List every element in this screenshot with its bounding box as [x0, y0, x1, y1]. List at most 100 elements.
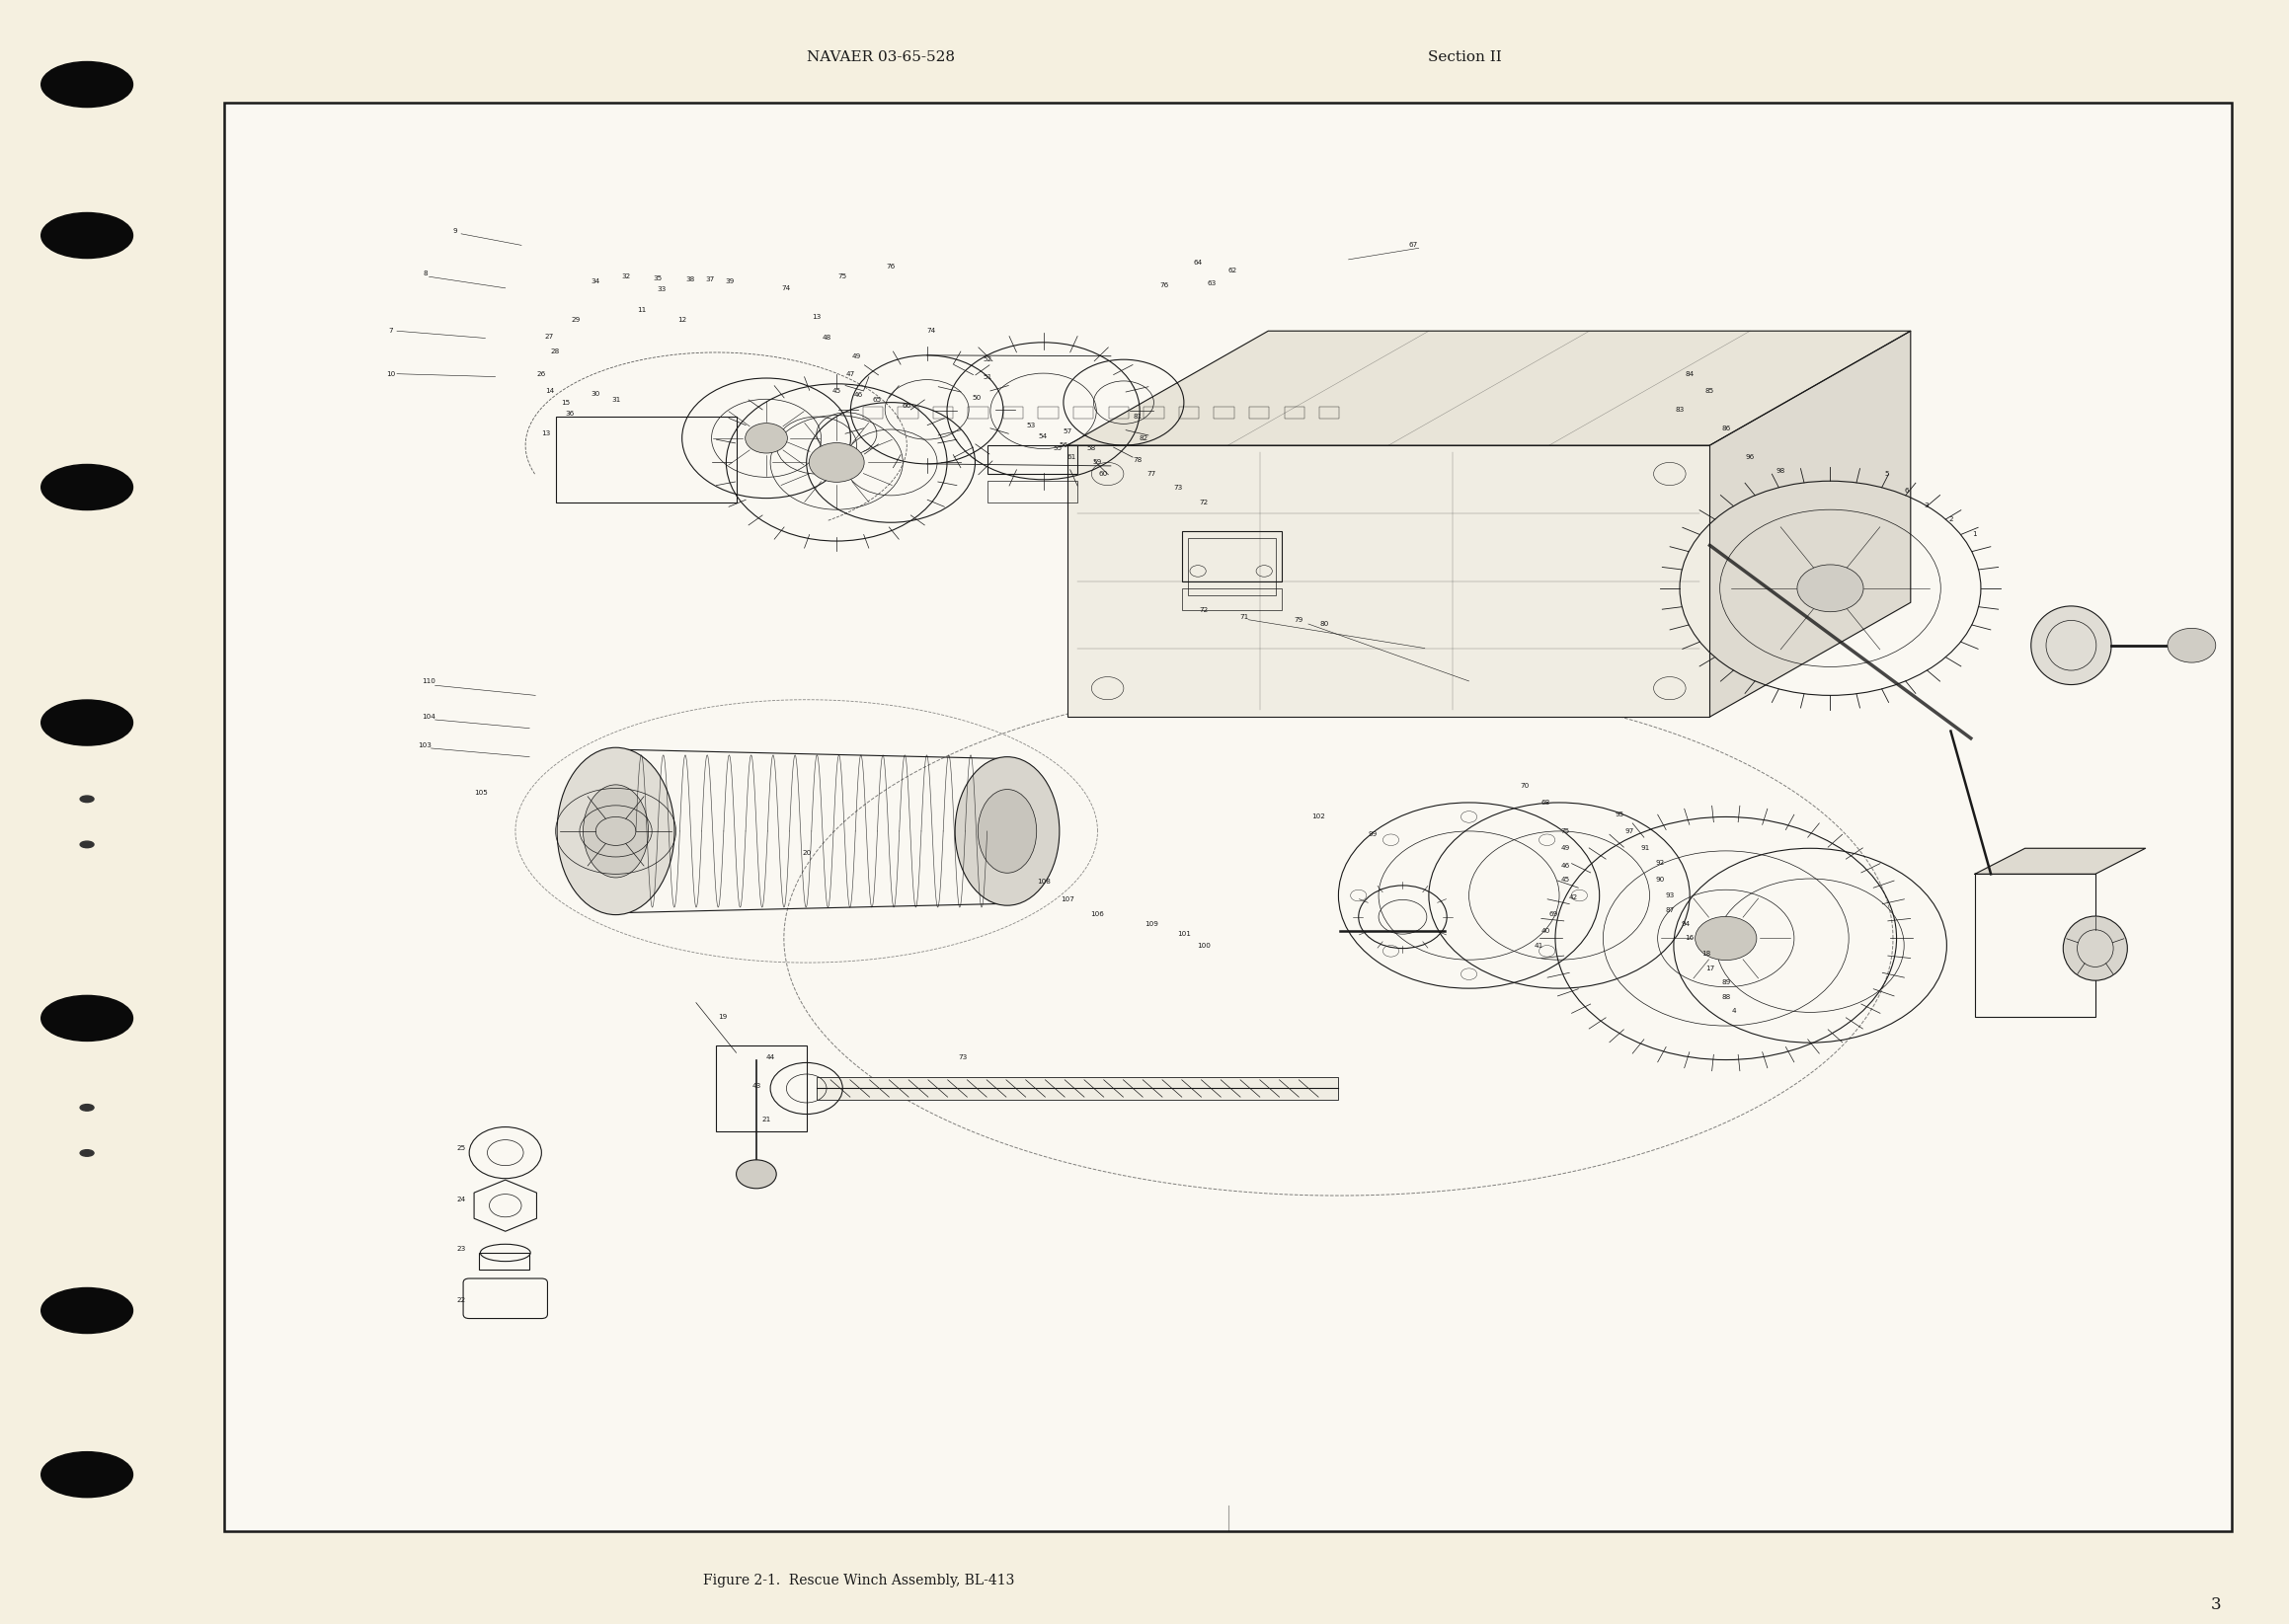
- Circle shape: [1797, 565, 1863, 612]
- Text: 76: 76: [1158, 283, 1167, 287]
- Bar: [1181, 531, 1282, 581]
- Text: 27: 27: [545, 333, 554, 339]
- Text: 7: 7: [389, 328, 394, 335]
- Text: 41: 41: [1534, 942, 1543, 948]
- Bar: [934, 406, 952, 417]
- Circle shape: [808, 443, 865, 482]
- Text: 62: 62: [1227, 268, 1236, 274]
- Text: 57: 57: [1062, 429, 1071, 434]
- Text: 94: 94: [1680, 921, 1689, 927]
- Bar: [224, 102, 2232, 1531]
- Text: 96: 96: [1747, 453, 1756, 460]
- Text: 23: 23: [456, 1246, 465, 1252]
- Text: 46: 46: [854, 393, 863, 398]
- Text: 109: 109: [1144, 921, 1158, 927]
- Text: 16: 16: [1685, 935, 1694, 942]
- Text: 77: 77: [1147, 471, 1156, 477]
- Bar: [1144, 406, 1163, 417]
- Ellipse shape: [41, 996, 133, 1041]
- Text: 20: 20: [801, 849, 810, 856]
- Bar: [1074, 406, 1094, 417]
- Text: 101: 101: [1177, 931, 1190, 937]
- Circle shape: [2168, 628, 2216, 663]
- Ellipse shape: [41, 1452, 133, 1497]
- Text: 28: 28: [552, 348, 561, 354]
- Bar: [1181, 588, 1282, 609]
- Text: 71: 71: [1241, 614, 1250, 620]
- Text: 102: 102: [1312, 814, 1325, 820]
- Text: 107: 107: [1060, 896, 1074, 903]
- Bar: [987, 445, 1078, 474]
- Polygon shape: [1067, 331, 1911, 445]
- Text: 75: 75: [1561, 828, 1570, 835]
- Text: 13: 13: [813, 313, 822, 320]
- Text: 14: 14: [545, 388, 554, 395]
- Bar: [1284, 406, 1305, 417]
- Text: 43: 43: [751, 1083, 760, 1088]
- Text: 50: 50: [973, 395, 982, 401]
- Ellipse shape: [584, 784, 648, 877]
- Text: 49: 49: [852, 354, 861, 359]
- Bar: [716, 1046, 806, 1132]
- Text: 91: 91: [1641, 846, 1650, 851]
- Text: 6: 6: [1904, 489, 1909, 494]
- Text: 67: 67: [1408, 242, 1417, 248]
- Text: 82: 82: [1140, 435, 1149, 442]
- Text: 35: 35: [652, 274, 662, 281]
- Bar: [1188, 538, 1277, 596]
- Text: 75: 75: [838, 274, 847, 279]
- Text: 21: 21: [762, 1117, 771, 1122]
- Text: 13: 13: [540, 430, 549, 437]
- Text: 46: 46: [1561, 862, 1570, 869]
- Ellipse shape: [977, 789, 1037, 874]
- Bar: [1108, 406, 1128, 417]
- Bar: [1179, 406, 1199, 417]
- Polygon shape: [1710, 331, 1911, 716]
- Text: 3: 3: [2211, 1596, 2220, 1613]
- Text: 15: 15: [561, 400, 570, 406]
- Text: 69: 69: [1550, 911, 1559, 918]
- Bar: [1003, 406, 1023, 417]
- Text: 45: 45: [831, 388, 840, 395]
- Text: 70: 70: [1520, 783, 1529, 788]
- Text: 61: 61: [1067, 453, 1076, 460]
- Text: 92: 92: [1655, 859, 1664, 866]
- Text: 72: 72: [1199, 607, 1209, 612]
- Text: NAVAER 03-65-528: NAVAER 03-65-528: [808, 50, 955, 63]
- Text: 85: 85: [1705, 388, 1714, 395]
- Text: 2: 2: [1948, 516, 1953, 523]
- Text: 11: 11: [636, 307, 645, 312]
- Ellipse shape: [80, 796, 94, 802]
- Text: 39: 39: [726, 278, 735, 284]
- Ellipse shape: [41, 213, 133, 258]
- Text: 3: 3: [1925, 502, 1930, 508]
- Ellipse shape: [2062, 916, 2126, 981]
- Text: 47: 47: [847, 370, 856, 377]
- Text: 63: 63: [1206, 281, 1215, 287]
- Ellipse shape: [556, 747, 675, 914]
- Text: 95: 95: [1616, 810, 1625, 817]
- Text: 53: 53: [1028, 422, 1037, 429]
- Text: 48: 48: [822, 335, 831, 341]
- Text: 87: 87: [1664, 906, 1673, 913]
- Text: 86: 86: [1721, 425, 1730, 430]
- Text: 93: 93: [1664, 893, 1673, 898]
- Text: 76: 76: [886, 263, 895, 270]
- Text: Section II: Section II: [1428, 50, 1502, 63]
- Text: 80: 80: [1321, 620, 1330, 627]
- Text: 33: 33: [657, 286, 666, 292]
- Bar: [1975, 874, 2094, 1017]
- Text: 38: 38: [684, 276, 694, 283]
- Text: 42: 42: [1568, 893, 1577, 900]
- Text: 60: 60: [1099, 471, 1108, 477]
- Text: 34: 34: [591, 278, 600, 284]
- Text: 106: 106: [1092, 911, 1103, 918]
- Text: Figure 2-1.  Rescue Winch Assembly, BL-413: Figure 2-1. Rescue Winch Assembly, BL-41…: [703, 1574, 1014, 1587]
- Text: 73: 73: [959, 1054, 968, 1060]
- Text: 66: 66: [902, 403, 911, 408]
- Text: 12: 12: [678, 317, 687, 323]
- Circle shape: [746, 424, 787, 453]
- Bar: [897, 406, 918, 417]
- Text: 24: 24: [456, 1197, 465, 1203]
- Ellipse shape: [955, 757, 1060, 906]
